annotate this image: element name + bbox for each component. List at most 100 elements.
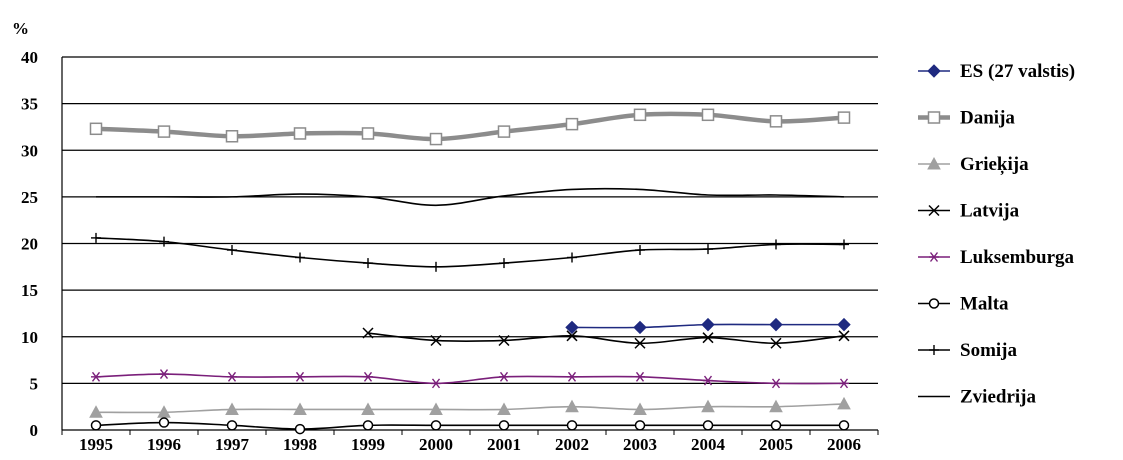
- point-grie-ija-1998: [293, 402, 307, 415]
- series-line-malta: [95, 421, 844, 430]
- y-tick-labels: 0 5 10 15 20 25 30 35 40: [21, 48, 38, 440]
- legend-label-latvija: Latvija: [960, 201, 1020, 222]
- point-grie-ija-2002: [565, 399, 579, 413]
- x-tick-label-2006: 2006: [827, 435, 861, 454]
- x-marker-stroke: [634, 337, 646, 349]
- x-tick-label-2002: 2002: [555, 435, 589, 454]
- legend-swatch-marker: [929, 252, 939, 262]
- circle-marker: [838, 420, 850, 431]
- series-line-luksemburga: [95, 373, 845, 385]
- series-line-zviedrija: [95, 187, 845, 207]
- y-tick-label-10: 10: [21, 328, 38, 347]
- asterisk-stroke: [635, 371, 645, 382]
- y-axis-unit-label: %: [12, 19, 29, 38]
- series-malta: [90, 417, 850, 435]
- square-marker: [225, 130, 239, 143]
- triangle-marker: [633, 402, 647, 415]
- point-latvija-2001: [498, 334, 510, 347]
- x-tick-labels: 1995 1996 1997 1998 1999 2000 2001 2002 2003 2004…: [79, 435, 861, 454]
- point-somija-1998: [295, 252, 305, 263]
- point-danija-1995: [89, 122, 103, 136]
- square-marker: [633, 108, 647, 122]
- point-grie-ija-2006: [837, 396, 851, 410]
- point-luksemburga-1997: [227, 371, 237, 382]
- point-malta-2003: [634, 420, 646, 431]
- x-tick-label-1999: 1999: [351, 435, 385, 454]
- point-malta-2001: [498, 420, 510, 431]
- y-tick-label-25: 25: [21, 188, 38, 207]
- circle-marker: [770, 420, 782, 431]
- point-somija-2005: [771, 239, 781, 250]
- diamond-marker: [927, 64, 941, 78]
- asterisk-stroke: [703, 375, 713, 386]
- point-somija-1996: [159, 236, 169, 247]
- asterisk-stroke: [771, 378, 781, 389]
- x-tick-label-2005: 2005: [759, 435, 793, 454]
- point-danija-2004: [701, 108, 715, 122]
- triangle-marker: [497, 402, 511, 415]
- point-grie-ija-2003: [633, 402, 647, 415]
- series-luksemburga: [91, 369, 849, 389]
- point-latvija-2003: [634, 337, 646, 349]
- point-danija-2005: [769, 115, 783, 128]
- legend-swatch-marker: [927, 111, 941, 124]
- legend-item-somija: Somija: [918, 340, 1018, 361]
- y-tick-label-15: 15: [21, 281, 38, 300]
- legend-label-danija: Danija: [960, 108, 1015, 129]
- point-grie-ija-2005: [769, 399, 783, 413]
- asterisk-stroke: [227, 371, 237, 382]
- legend-swatch-marker: [927, 64, 941, 78]
- y-tick-label-40: 40: [21, 48, 38, 67]
- triangle-marker: [157, 405, 171, 418]
- point-danija-2003: [633, 108, 647, 122]
- y-tick-label-30: 30: [21, 141, 38, 160]
- series-es-27-valstis: [565, 317, 851, 335]
- series-line-somija: [95, 237, 845, 268]
- point-latvija-1999: [362, 327, 374, 339]
- square-marker: [769, 115, 783, 128]
- legend-item-malta: Malta: [918, 294, 1009, 315]
- point-malta-1997: [226, 420, 238, 431]
- asterisk-stroke: [499, 371, 509, 382]
- legend-item-latvija: Latvija: [918, 201, 1020, 222]
- square-marker: [361, 127, 375, 140]
- legend-label-somija: Somija: [960, 340, 1018, 361]
- square-marker: [89, 122, 103, 136]
- point-latvija-2006: [838, 330, 850, 342]
- point-grie-ija-2000: [429, 402, 443, 415]
- legend-item-luksemburga: Luksemburga: [918, 247, 1075, 268]
- point-es-27-valstis-2003: [633, 320, 647, 335]
- x-marker-stroke: [430, 334, 442, 347]
- circle-marker: [566, 420, 578, 431]
- triangle-marker: [293, 402, 307, 415]
- point-es-27-valstis-2002: [565, 320, 579, 335]
- x-marker-stroke: [702, 332, 714, 344]
- triangle-marker: [837, 396, 851, 410]
- circle-marker: [362, 420, 374, 431]
- point-danija-2002: [565, 117, 579, 131]
- x-tick-label-2001: 2001: [487, 435, 521, 454]
- point-luksemburga-2006: [839, 378, 849, 389]
- square-marker: [293, 127, 307, 140]
- point-luksemburga-2004: [703, 375, 713, 386]
- triangle-marker: [361, 402, 375, 415]
- x-tick-label-2000: 2000: [419, 435, 453, 454]
- y-tick-label-0: 0: [30, 421, 39, 440]
- legend-label-grie-ija: Grieķija: [960, 154, 1029, 175]
- legend-item-es-27-valstis: ES (27 valstis): [918, 61, 1075, 82]
- point-grie-ija-2004: [701, 399, 715, 413]
- asterisk-stroke: [431, 378, 441, 389]
- point-danija-1999: [361, 127, 375, 140]
- legend-swatch-marker: [928, 204, 940, 217]
- point-somija-2000: [431, 261, 441, 272]
- point-malta-1995: [90, 420, 102, 431]
- legend-swatch-marker: [927, 156, 941, 170]
- circle-marker: [634, 420, 646, 431]
- x-marker-stroke: [498, 334, 510, 347]
- point-malta-2000: [430, 420, 442, 431]
- series-latvija: [362, 327, 850, 349]
- triangle-marker: [429, 402, 443, 415]
- point-somija-2004: [703, 244, 713, 255]
- x-tick-label-1998: 1998: [283, 435, 317, 454]
